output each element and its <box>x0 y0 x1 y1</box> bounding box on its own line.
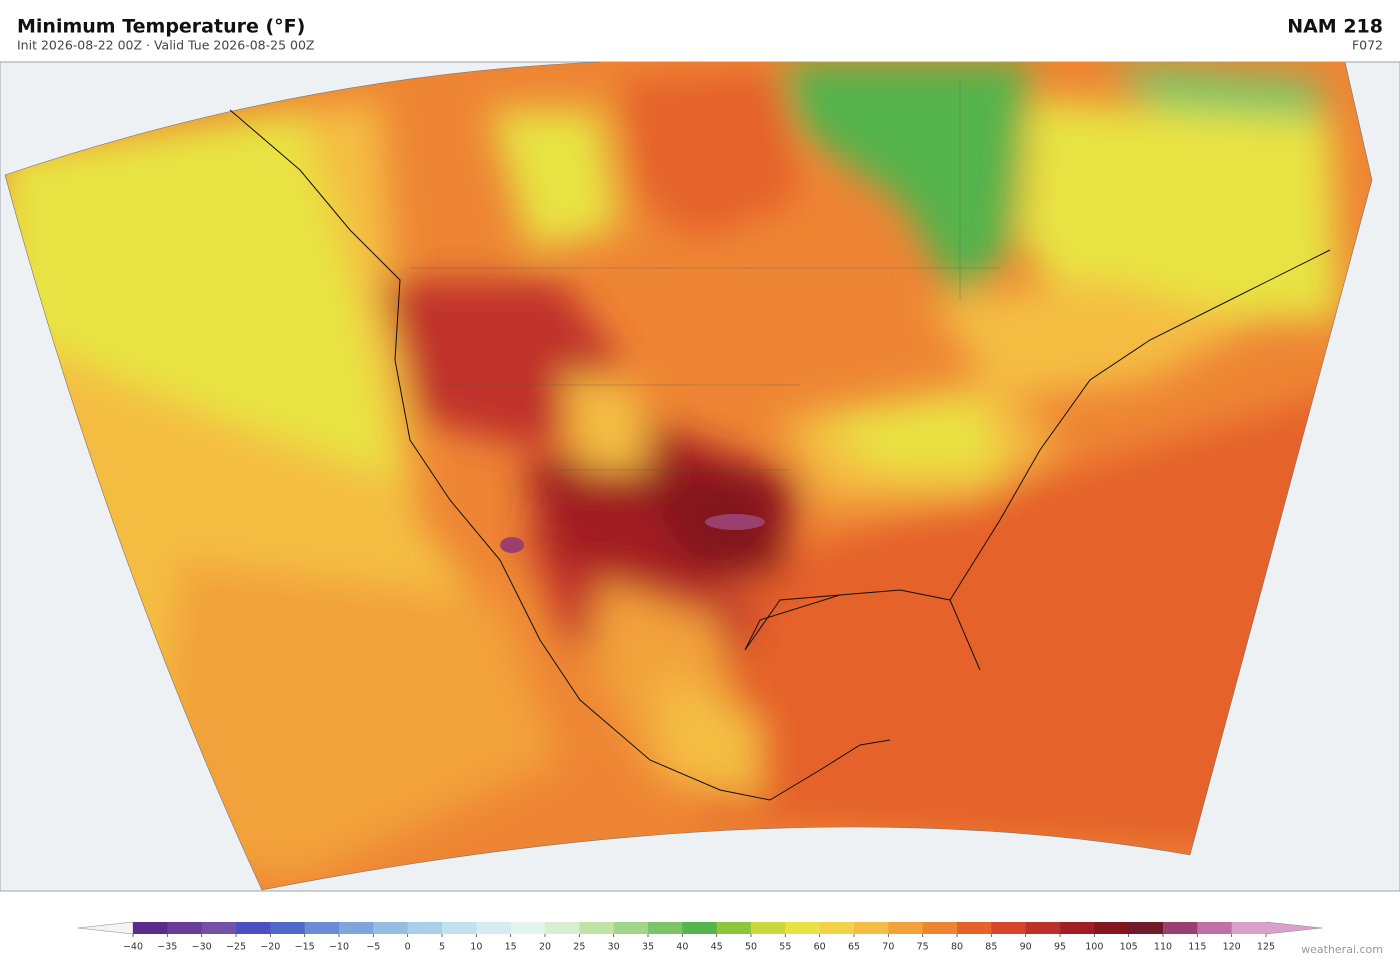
domain-edge <box>4 61 1373 891</box>
colorbar-bin <box>201 922 237 934</box>
colorbar-tick-label: 100 <box>1085 942 1103 953</box>
colorbar-bin <box>922 922 958 934</box>
colorbar-bin <box>442 922 477 934</box>
colorbar-tick-label: 115 <box>1188 942 1206 953</box>
coastline <box>229 109 1331 801</box>
colorbar-extend-high <box>1265 921 1323 935</box>
colorbar-bin <box>339 922 374 934</box>
colorbar-bin <box>1025 922 1061 934</box>
temperature-field <box>5 62 1372 890</box>
colorbar-bin <box>682 922 718 934</box>
colorbar-bin <box>957 922 992 934</box>
colorbar-bin <box>133 922 168 934</box>
colorbar-tick-label: 95 <box>1054 942 1066 953</box>
colorbar-tick-label: 70 <box>882 942 894 953</box>
borders <box>410 80 1000 471</box>
colorbar-tick-label: −5 <box>366 942 380 953</box>
colorbar-tick-label: 125 <box>1257 942 1275 953</box>
colorbar-bin <box>716 922 752 934</box>
colorbar-bin <box>510 922 546 934</box>
colorbar-tick-label: −35 <box>157 942 177 953</box>
colorbar-tick-label: −10 <box>329 942 349 953</box>
colorbar-tick-label: 10 <box>470 942 482 953</box>
colorbar-tick-label: −30 <box>192 942 212 953</box>
colorbar-bin <box>304 922 340 934</box>
colorbar-bin <box>819 922 855 934</box>
subtitle: Init 2026-08-22 00Z · Valid Tue 2026-08-… <box>17 38 314 53</box>
colorbar-tick-label: 55 <box>779 942 791 953</box>
colorbar-bin <box>854 922 889 934</box>
colorbar-tick-label: 25 <box>573 942 585 953</box>
colorbar-bin <box>1231 922 1267 934</box>
colorbar-bin <box>373 922 409 934</box>
colorbar-tick-label: 65 <box>848 942 860 953</box>
colorbar-tick-label: 30 <box>608 942 620 953</box>
colorbar-tick-label: 20 <box>539 942 551 953</box>
colorbar-bin <box>476 922 512 934</box>
colorbar-tick-label: −25 <box>226 942 246 953</box>
colorbar-tick-label: −20 <box>260 942 280 953</box>
forecast-hour: F072 <box>1352 38 1383 53</box>
colorbar-bin <box>613 922 649 934</box>
colorbar-bin <box>1128 922 1164 934</box>
colorbar-bin <box>751 922 786 934</box>
colorbar-tick-label: −15 <box>295 942 315 953</box>
credit: weatherai.com <box>1301 943 1383 956</box>
colorbar-tick-label: −40 <box>123 942 143 953</box>
colorbar-bin <box>888 922 924 934</box>
colorbar: −40 −35 −30 −25 −20 −15 −10 −5 0 5 10 15 20 25 30 35 40 4… <box>77 921 1323 953</box>
colorbar-bin <box>579 922 615 934</box>
colorbar-bin <box>236 922 271 934</box>
title: Minimum Temperature (°F) <box>17 16 305 38</box>
colorbar-bin <box>270 922 306 934</box>
colorbar-extend-low <box>77 921 134 935</box>
colorbar-tick-label: 50 <box>745 942 757 953</box>
colorbar-bin <box>648 922 683 934</box>
colorbar-tick-label: 40 <box>676 942 688 953</box>
colorbar-bin <box>1197 922 1233 934</box>
colorbar-bin <box>167 922 203 934</box>
colorbar-tick-label: 80 <box>951 942 963 953</box>
colorbar-tick-label: 5 <box>439 942 445 953</box>
model: NAM 218 <box>1287 16 1383 38</box>
colorbar-bin <box>1163 922 1198 934</box>
colorbar-tick-label: 75 <box>917 942 929 953</box>
colorbar-tick-label: 105 <box>1120 942 1138 953</box>
colorbar-bin <box>991 922 1027 934</box>
colorbar-bin <box>407 922 443 934</box>
colorbar-bin <box>1060 922 1095 934</box>
colorbar-tick-label: 15 <box>505 942 517 953</box>
colorbar-tick-label: 85 <box>985 942 997 953</box>
colorbar-tick-label: 35 <box>642 942 654 953</box>
colorbar-tick-label: 120 <box>1223 942 1241 953</box>
colorbar-tick-label: 45 <box>711 942 723 953</box>
colorbar-bin <box>545 922 580 934</box>
colorbar-bin <box>1094 922 1130 934</box>
colorbar-tick-label: 0 <box>405 942 411 953</box>
colorbar-tick-label: 110 <box>1154 942 1172 953</box>
colorbar-tick-label: 90 <box>1020 942 1032 953</box>
colorbar-bin <box>785 922 821 934</box>
colorbar-tick-label: 60 <box>814 942 826 953</box>
